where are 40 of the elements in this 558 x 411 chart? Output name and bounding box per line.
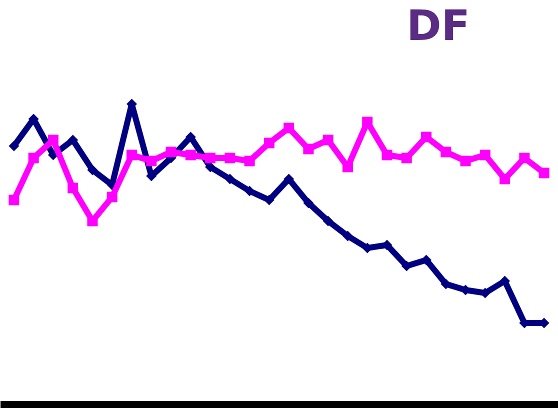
point: [8, 194, 20, 206]
point: [284, 122, 294, 134]
point: [382, 150, 392, 160]
point: [460, 156, 471, 166]
point: [106, 192, 118, 202]
chart-title: DF: [406, 0, 470, 50]
point: [244, 186, 255, 196]
point: [68, 182, 78, 194]
point: [205, 152, 216, 164]
point: [224, 152, 236, 164]
point: [87, 216, 98, 226]
point: [519, 152, 530, 164]
point: [185, 132, 196, 142]
point: [303, 198, 314, 208]
point: [322, 216, 334, 226]
point: [126, 150, 137, 160]
point: [28, 152, 39, 164]
point: [303, 144, 314, 154]
point: [500, 174, 510, 184]
point: [342, 230, 353, 242]
point: [421, 132, 432, 142]
point: [87, 164, 98, 176]
point: [8, 140, 20, 152]
point: [264, 138, 274, 148]
point: [401, 152, 412, 164]
point: [185, 150, 196, 160]
point: [224, 174, 236, 184]
point: [68, 134, 78, 146]
point: [440, 146, 452, 158]
point: [48, 134, 58, 146]
point: [146, 156, 157, 166]
point: [205, 162, 216, 172]
point: [284, 174, 294, 184]
point: [538, 168, 550, 178]
point: [322, 134, 334, 146]
point: [362, 116, 373, 128]
point: [244, 156, 255, 166]
point: [480, 150, 490, 160]
point: [166, 146, 176, 158]
point: [342, 162, 353, 172]
